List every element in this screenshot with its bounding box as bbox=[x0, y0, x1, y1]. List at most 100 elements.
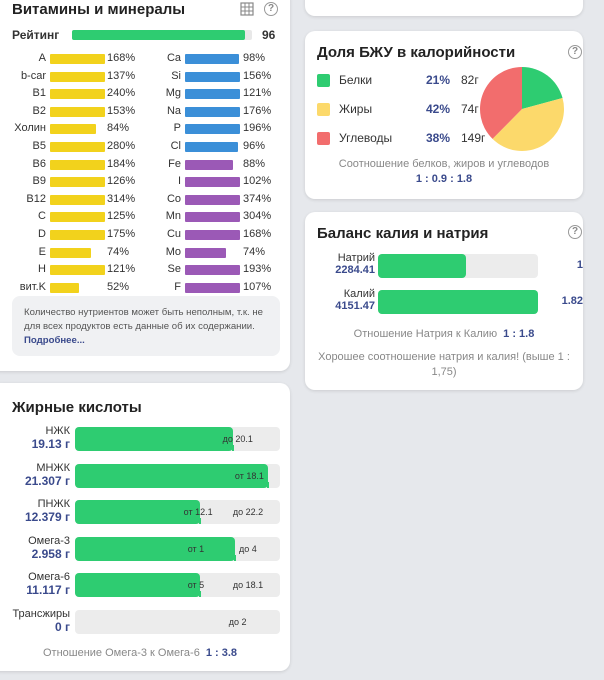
nutrient-name: Cu bbox=[166, 228, 181, 240]
nutrient-name: I bbox=[177, 175, 181, 188]
kna-ratio-number: 1 bbox=[576, 259, 583, 271]
nutrient-name: Mg bbox=[165, 87, 181, 100]
fatty-acid-name: Омега-3 bbox=[28, 534, 70, 547]
nutrient-row: F 107% bbox=[0, 281, 290, 295]
nutrient-percent: 168% bbox=[243, 228, 272, 240]
kna-ratio: Отношение Натрия к Калию 1 : 1.8 bbox=[305, 328, 583, 340]
nutrient-row: Na 176% bbox=[0, 105, 290, 119]
help-icon[interactable]: ? bbox=[264, 2, 278, 16]
nutrient-bar-fill bbox=[50, 247, 91, 258]
nutrient-percent: 168% bbox=[107, 52, 136, 64]
nutrient-bar bbox=[50, 89, 105, 100]
nutrient-bar-fill bbox=[185, 194, 240, 205]
kna-row: Калий 4151.47 1.82 bbox=[317, 288, 583, 316]
nutrient-row: Co 374% bbox=[0, 193, 290, 207]
fatty-acid-bar: до 2 bbox=[75, 609, 280, 634]
value-tick bbox=[231, 445, 234, 451]
nutrient-bar bbox=[185, 106, 240, 117]
nutrient-row: Cu 168% bbox=[0, 228, 290, 242]
fatty-acid-row: Трансжиры 0 г до 2 bbox=[12, 608, 280, 636]
nutrient-bar bbox=[50, 265, 105, 276]
nutrient-bar-fill bbox=[50, 89, 105, 100]
nutrient-percent: 84% bbox=[107, 122, 130, 135]
nutrient-percent: 176% bbox=[243, 104, 272, 117]
nutrient-bar-fill bbox=[50, 124, 97, 135]
bju-ratio-value: 1 : 0.9 : 1.8 bbox=[415, 173, 473, 185]
fatty-acid-bar: от 5 до 18.1 bbox=[75, 573, 280, 597]
nutrient-bar bbox=[50, 282, 105, 293]
nutrient-bar-fill bbox=[185, 247, 226, 258]
bju-swatch bbox=[317, 103, 330, 116]
nutrient-bar bbox=[185, 124, 240, 135]
nutrient-bar-fill bbox=[185, 54, 239, 64]
nutrient-percent: 304% bbox=[243, 210, 272, 223]
nutrient-bar-fill bbox=[50, 212, 105, 223]
nutrient-bar-fill bbox=[50, 142, 105, 152]
nutrient-bar bbox=[50, 142, 105, 152]
bju-name: Углеводы bbox=[339, 131, 393, 145]
nutrient-row: I 102% bbox=[0, 175, 290, 189]
nutrient-name: Fe bbox=[168, 157, 181, 170]
bju-swatch bbox=[317, 132, 330, 145]
nutrient-row: Cl 96% bbox=[0, 140, 290, 154]
nutrient-bar-fill bbox=[50, 54, 105, 64]
rating-label: Рейтинг bbox=[12, 28, 60, 42]
kna-bar bbox=[378, 254, 538, 278]
vitamins-title: Витамины и минералы bbox=[12, 1, 186, 18]
bju-legend-row: Углеводы 38% 149г bbox=[317, 131, 492, 147]
nutrient-name: Mn bbox=[165, 210, 181, 223]
nutrient-percent: 121% bbox=[243, 87, 272, 100]
nutrient-bar bbox=[50, 54, 105, 64]
bju-card: Доля БЖУ в калорийности ? Белки 21% 82г Жир… bbox=[305, 31, 583, 199]
fatty-acid-name: Трансжиры bbox=[12, 607, 70, 620]
norm-marker: от 18.1 bbox=[234, 470, 264, 481]
value-tick bbox=[233, 554, 236, 561]
kna-row: Натрий 2284.41 1 bbox=[317, 252, 583, 280]
nutrient-name: P bbox=[173, 122, 181, 135]
nutrient-percent: 314% bbox=[107, 192, 136, 205]
nutrient-name: Cl bbox=[170, 140, 181, 152]
value-tick bbox=[199, 591, 202, 597]
fatty-acid-name: МНЖК bbox=[36, 461, 70, 474]
help-icon[interactable]: ? bbox=[568, 225, 582, 239]
fatty-acid-row: МНЖК 21.307 г от 18.1 bbox=[12, 462, 280, 490]
fatty-acid-value: 2.958 г bbox=[31, 546, 70, 561]
kna-bar bbox=[378, 290, 538, 314]
nutrient-name: H bbox=[38, 263, 46, 276]
value-tick bbox=[199, 518, 202, 524]
bju-percent: 42% bbox=[426, 102, 451, 116]
kna-ratio-number: 1.82 bbox=[561, 295, 583, 307]
nutrient-percent: 107% bbox=[243, 280, 272, 293]
omega-ratio: Отношение Омега-3 к Омега-6 1 : 3.8 bbox=[0, 647, 290, 659]
fatty-acid-name: НЖК bbox=[45, 425, 70, 437]
bju-title: Доля БЖУ в калорийности bbox=[317, 44, 516, 61]
fatty-acid-value: 12.379 г bbox=[24, 510, 70, 524]
nutrient-bar bbox=[185, 71, 240, 82]
fatty-acid-bar-fill bbox=[75, 427, 233, 451]
nutrient-percent: 184% bbox=[107, 157, 136, 170]
bju-pie-chart bbox=[480, 67, 564, 151]
fatty-acid-bar-fill bbox=[75, 500, 201, 524]
help-icon[interactable]: ? bbox=[568, 45, 582, 59]
fatty-acid-value: 21.307 г bbox=[24, 473, 70, 488]
nutrient-name: Se bbox=[167, 263, 181, 276]
nutrient-bar bbox=[185, 265, 240, 276]
kna-ratio-label: Отношение Натрия к Калию bbox=[353, 328, 498, 340]
fatty-acids-title: Жирные кислоты bbox=[12, 399, 142, 416]
nutrient-bar bbox=[185, 89, 240, 100]
nutrient-name: B2 bbox=[32, 104, 46, 117]
nutrient-percent: 175% bbox=[107, 228, 136, 240]
norm-marker: до 2 bbox=[228, 616, 247, 627]
nutrient-row: B12 314% bbox=[0, 193, 290, 207]
nutrient-name: E bbox=[38, 245, 46, 258]
bju-swatch bbox=[317, 74, 330, 87]
more-link[interactable]: Подробнее... bbox=[24, 335, 85, 346]
nutrient-name: Ca bbox=[166, 52, 181, 64]
pie-slice bbox=[522, 67, 563, 109]
fatty-acid-value: 19.13 г bbox=[31, 437, 70, 451]
fatty-acid-value: 0 г bbox=[54, 619, 70, 634]
kna-name: Калий bbox=[343, 288, 375, 300]
table-icon[interactable] bbox=[240, 2, 254, 16]
kna-good-message: Хорошее соотношение натрия и калия! (выш… bbox=[318, 351, 570, 378]
nutrient-row: B2 153% bbox=[0, 105, 290, 119]
